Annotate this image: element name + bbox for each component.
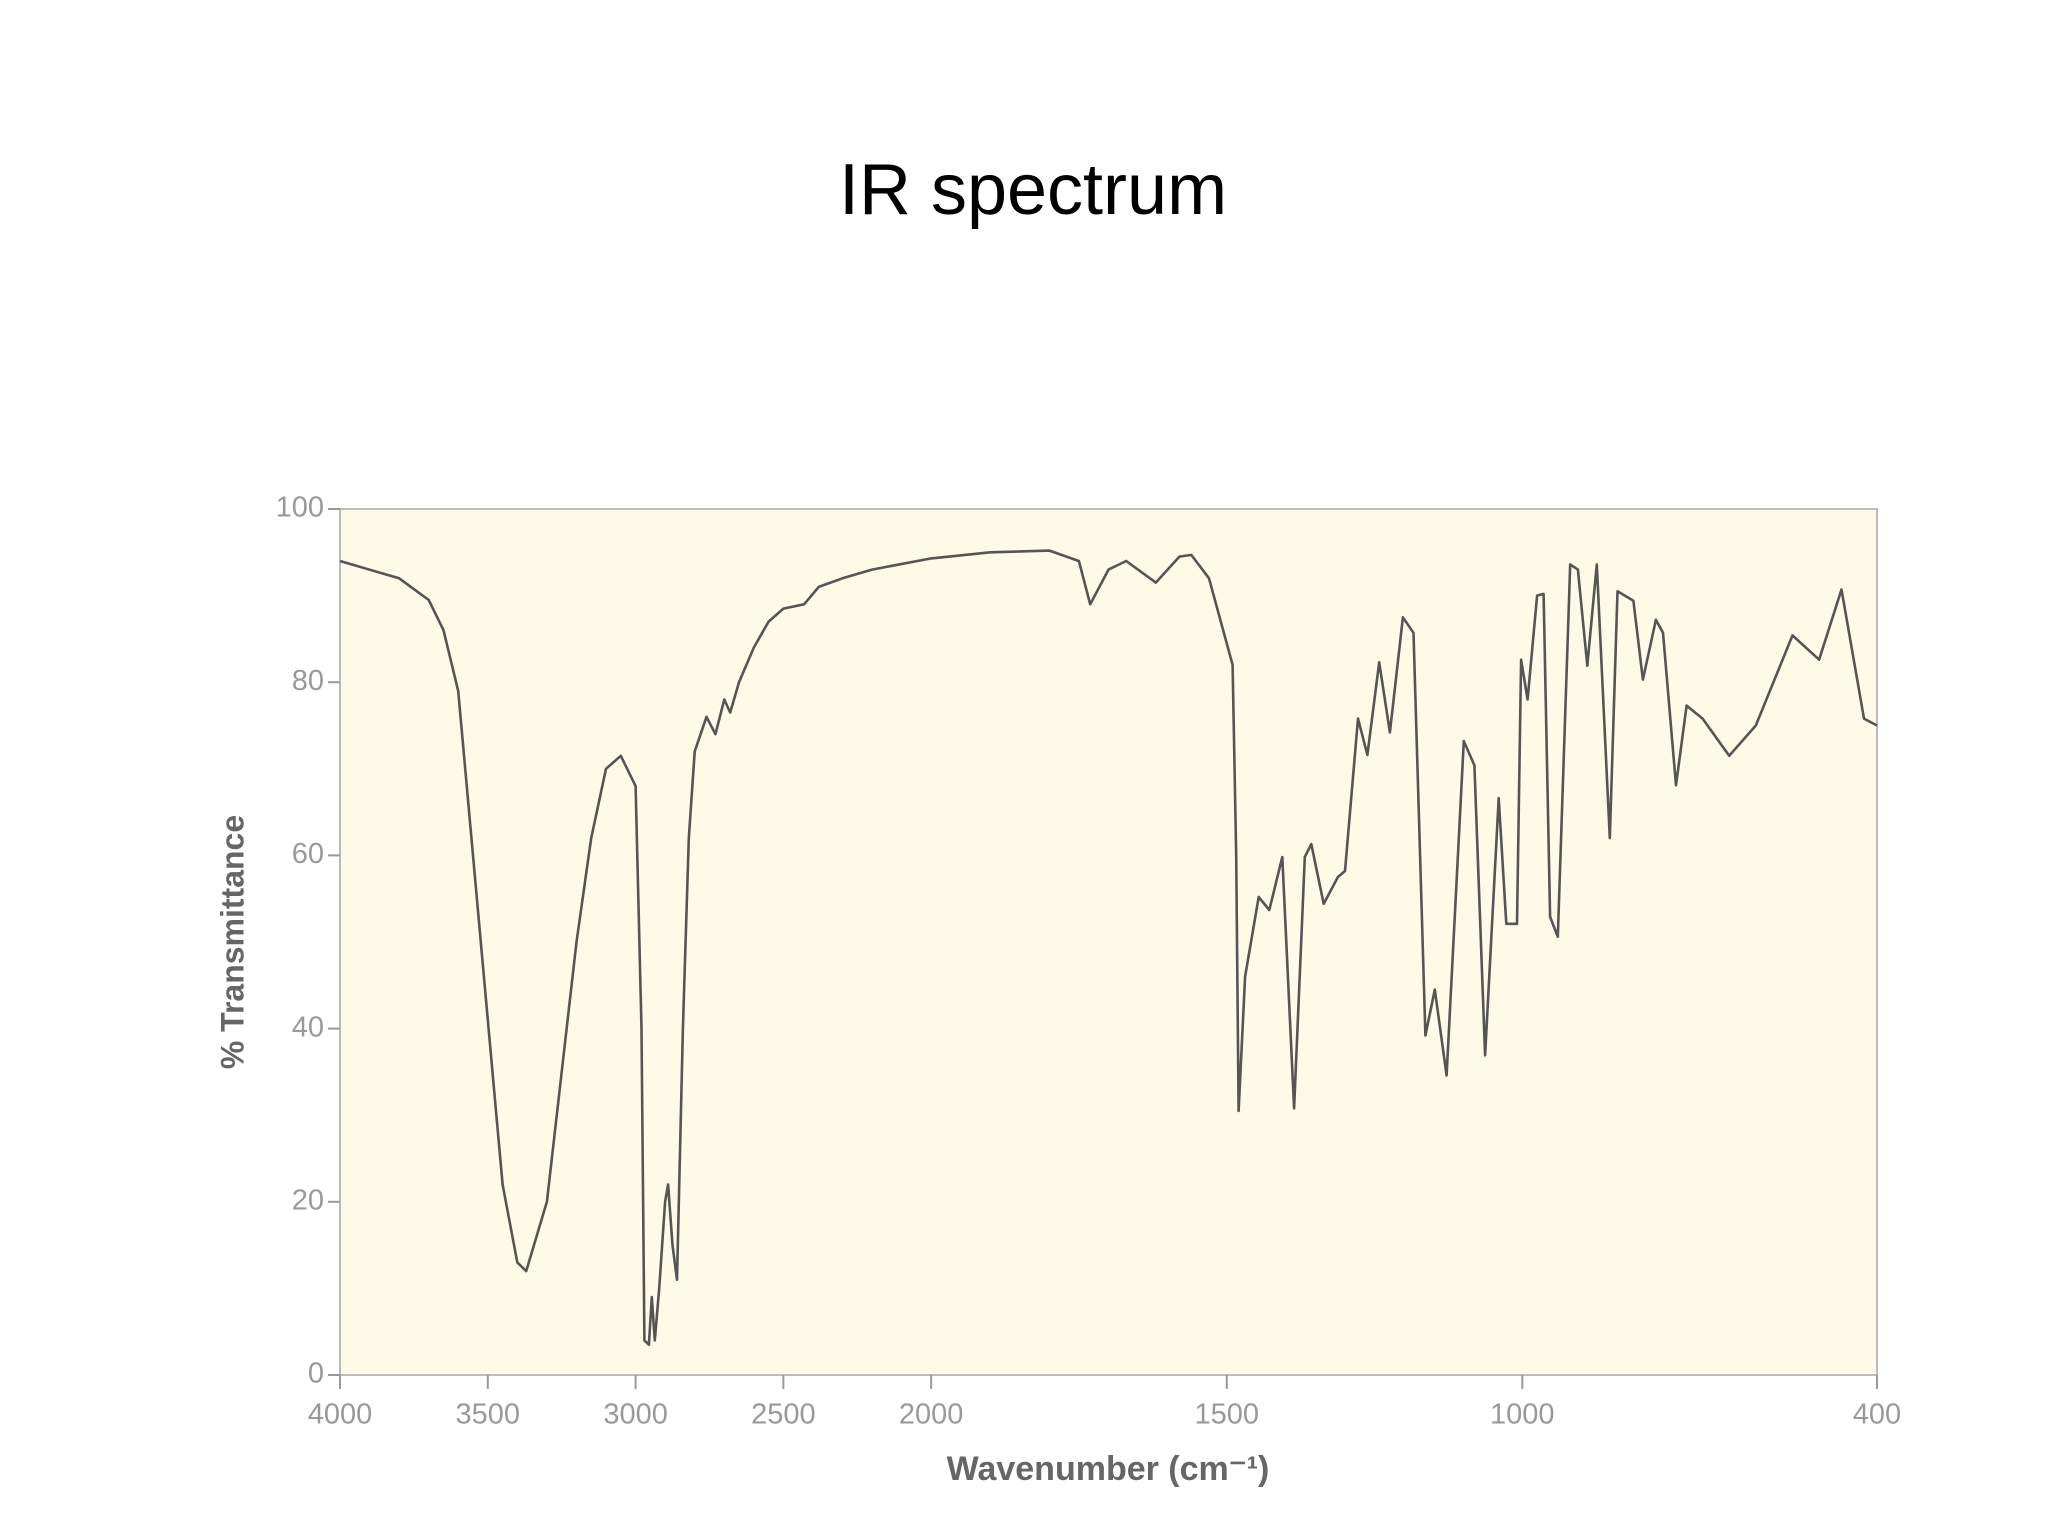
y-tick-label: 60: [292, 838, 324, 870]
spectrum-line: [339, 549, 1878, 1346]
x-axis-label: Wavenumber (cm⁻¹): [947, 1450, 1270, 1488]
chart-title: IR spectrum: [839, 150, 1227, 230]
x-tick-label: 1000: [1490, 1399, 1555, 1431]
x-tick-label: 2000: [899, 1399, 964, 1431]
y-axis-label: % Transmittance: [214, 815, 250, 1069]
y-tick-label: 20: [292, 1184, 324, 1216]
x-tick-label: 3500: [456, 1399, 521, 1431]
x-tick-label: 400: [1853, 1399, 1901, 1431]
x-tick-label: 2500: [751, 1399, 816, 1431]
y-tick-label: 100: [276, 492, 324, 524]
y-tick-label: 40: [292, 1011, 324, 1043]
y-tick-label: 80: [292, 665, 324, 697]
x-tick-label: 4000: [308, 1399, 373, 1431]
y-tick-label: 0: [308, 1358, 324, 1390]
plot-area: [339, 508, 1878, 1376]
x-tick-label: 3000: [603, 1399, 668, 1431]
x-tick-label: 1500: [1194, 1399, 1259, 1431]
